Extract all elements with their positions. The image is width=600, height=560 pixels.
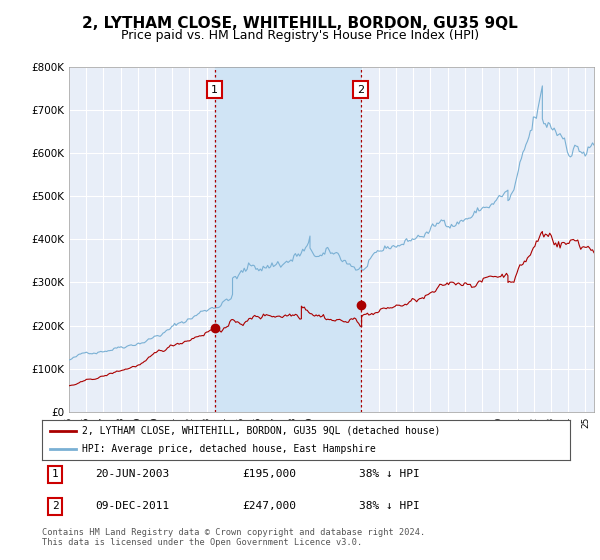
Text: 2: 2: [357, 85, 364, 95]
Text: 1: 1: [211, 85, 218, 95]
Text: 09-DEC-2011: 09-DEC-2011: [95, 501, 169, 511]
Text: £247,000: £247,000: [242, 501, 296, 511]
Text: 2, LYTHAM CLOSE, WHITEHILL, BORDON, GU35 9QL: 2, LYTHAM CLOSE, WHITEHILL, BORDON, GU35…: [82, 16, 518, 31]
Text: 2, LYTHAM CLOSE, WHITEHILL, BORDON, GU35 9QL (detached house): 2, LYTHAM CLOSE, WHITEHILL, BORDON, GU35…: [82, 426, 440, 436]
Text: £195,000: £195,000: [242, 469, 296, 479]
Text: 38% ↓ HPI: 38% ↓ HPI: [359, 469, 419, 479]
Text: 2: 2: [52, 501, 59, 511]
Text: 20-JUN-2003: 20-JUN-2003: [95, 469, 169, 479]
Text: 38% ↓ HPI: 38% ↓ HPI: [359, 501, 419, 511]
Text: Price paid vs. HM Land Registry's House Price Index (HPI): Price paid vs. HM Land Registry's House …: [121, 29, 479, 42]
Text: Contains HM Land Registry data © Crown copyright and database right 2024.
This d: Contains HM Land Registry data © Crown c…: [42, 528, 425, 547]
Bar: [215, 67, 361, 412]
Text: HPI: Average price, detached house, East Hampshire: HPI: Average price, detached house, East…: [82, 445, 376, 454]
Text: 1: 1: [52, 469, 59, 479]
